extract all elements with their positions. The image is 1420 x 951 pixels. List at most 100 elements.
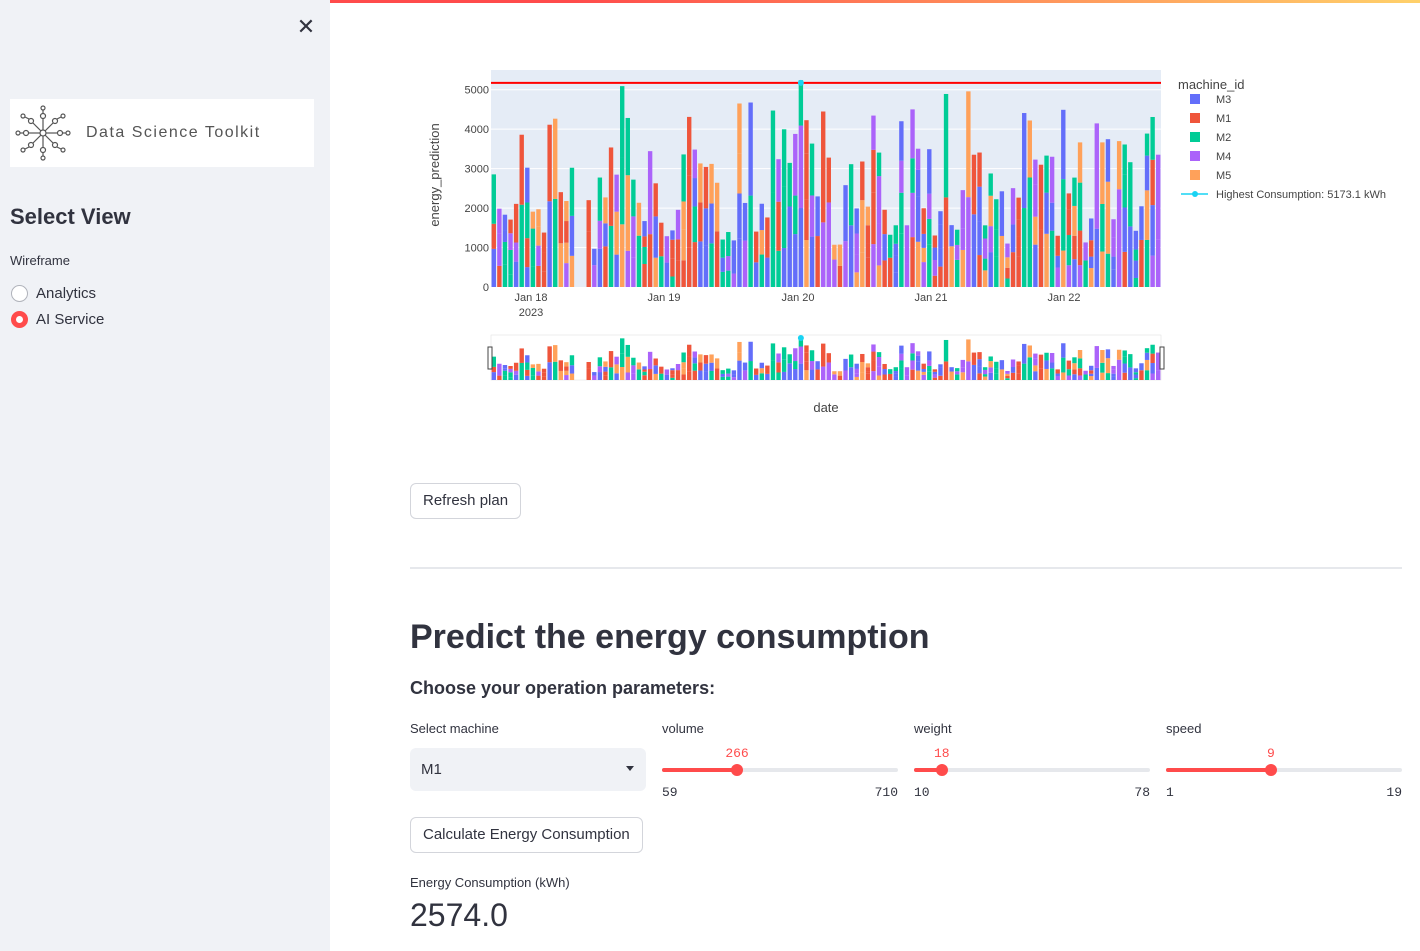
calculate-energy-button[interactable]: Calculate Energy Consumption [410, 817, 643, 853]
bar-segment [915, 241, 921, 287]
slider-label-speed: speed [1166, 721, 1202, 736]
range-bar-segment [1105, 349, 1111, 359]
range-bar-segment [871, 344, 876, 352]
refresh-plan-button[interactable]: Refresh plan [410, 483, 522, 519]
bar-segment [670, 239, 675, 259]
machine-select[interactable]: M1 [410, 748, 646, 791]
x-tick-labels: Jan 18 Jan 19 Jan 20 Jan 21 Jan 22 2023 [514, 292, 1080, 319]
range-bar-segment [809, 350, 815, 362]
bar-segment [1094, 123, 1099, 229]
machine-select-label: Select machine [410, 721, 499, 736]
range-bar-segment [1010, 372, 1016, 380]
chevron-down-icon [626, 766, 634, 771]
range-bar-segment [703, 371, 709, 380]
radio-button-unchecked[interactable] [11, 285, 28, 302]
range-bar-segment [541, 376, 547, 380]
bar-segment [597, 248, 603, 287]
bar-segment [508, 219, 513, 234]
range-bar-segment [915, 351, 921, 356]
range-bar-segment [714, 358, 720, 369]
bar-segment [564, 201, 569, 222]
bar-segment [513, 203, 519, 243]
range-bar-segment [692, 357, 697, 364]
bar-segment [915, 169, 921, 197]
bar-segment [1139, 239, 1144, 287]
bar-segment [770, 192, 776, 287]
range-bar-segment [781, 371, 787, 380]
bar-segment [793, 195, 798, 235]
range-bar-segment [915, 361, 921, 371]
bar-segment [675, 239, 681, 261]
bar-segment [960, 190, 965, 229]
network-logo-icon [15, 105, 71, 161]
bar-segment [1027, 120, 1032, 178]
range-bar-segment [1150, 373, 1155, 380]
chart-legend[interactable]: M3 M1 M2 M4 M5 Highest Consumption: 5173.1 kW… [1181, 94, 1386, 201]
bar-segment [826, 202, 831, 287]
range-bar-segment [1111, 376, 1116, 380]
bar-segment [1005, 257, 1010, 268]
range-bar-segment [675, 364, 681, 371]
bar-segment [932, 259, 938, 276]
radio-group-label: Wireframe [10, 253, 70, 268]
range-bar-segment [1038, 354, 1044, 369]
range-bar-segment [781, 359, 787, 372]
bar-segment [709, 163, 714, 204]
slider-track[interactable] [914, 768, 1150, 772]
bar-segment [608, 225, 614, 287]
legend-label: M4 [1216, 151, 1231, 163]
bar-segment [1010, 252, 1016, 287]
top-decoration-bar [0, 0, 1420, 3]
slider-thumb[interactable] [1264, 764, 1277, 776]
speed-slider[interactable]: 9 1 19 [1166, 746, 1402, 800]
bar-segment [491, 248, 496, 287]
slider-track[interactable] [662, 768, 898, 772]
bar-segment [899, 160, 904, 193]
range-bar-segment [1144, 359, 1150, 371]
bar-segment [1010, 224, 1016, 253]
bar-segment [848, 164, 854, 226]
close-sidebar-button[interactable]: ✕ [296, 14, 316, 39]
range-bar-segment [798, 363, 804, 380]
bar-segment [871, 149, 876, 193]
bar-segment [1061, 250, 1066, 287]
bar-segment [625, 117, 630, 176]
slider-track[interactable] [1166, 768, 1402, 772]
volume-slider[interactable]: 266 59 710 [662, 746, 898, 800]
bar-segment [1072, 177, 1077, 206]
bar-segment [508, 274, 513, 287]
slider-fill [662, 768, 738, 772]
range-bar-segment [620, 353, 625, 368]
range-bar-segment [491, 372, 496, 380]
weight-slider[interactable]: 18 10 78 [914, 746, 1150, 800]
bar-segment [731, 240, 737, 259]
bar-segment [1144, 155, 1150, 191]
bar-segment [614, 254, 619, 287]
slider-thumb[interactable] [731, 764, 744, 776]
range-bar-segment [502, 370, 508, 376]
range-bar-segment [982, 374, 988, 377]
range-bar-segment [938, 372, 943, 376]
slider-thumb[interactable] [935, 764, 948, 776]
bar-segment [793, 133, 798, 196]
bar-segment [882, 260, 887, 287]
range-slider[interactable] [487, 334, 1165, 381]
range-bar-segment [1033, 358, 1038, 366]
bar-segment [865, 243, 871, 258]
radio-button-checked[interactable] [11, 311, 28, 328]
stacked-bars[interactable] [491, 80, 1161, 287]
range-bar-segment [502, 365, 508, 369]
radio-option-analytics[interactable]: Analytics [11, 285, 96, 302]
y-tick-label: 0 [483, 282, 489, 294]
range-bar-segment [971, 352, 977, 365]
energy-prediction-chart[interactable]: 0 1000 2000 3000 4000 5000 Jan 18 Jan 19 Jan 20… [420, 60, 1420, 430]
bar-segment [1016, 236, 1021, 257]
bar-segment [821, 222, 826, 287]
range-bar-segment [625, 344, 630, 357]
bar-segment [681, 154, 686, 202]
range-bar-segment [536, 363, 541, 368]
highest-consumption-line[interactable] [491, 79, 1161, 86]
range-bar-segment [1122, 372, 1127, 380]
bar-segment [759, 254, 764, 287]
radio-option-ai-service[interactable]: AI Service [11, 311, 104, 328]
